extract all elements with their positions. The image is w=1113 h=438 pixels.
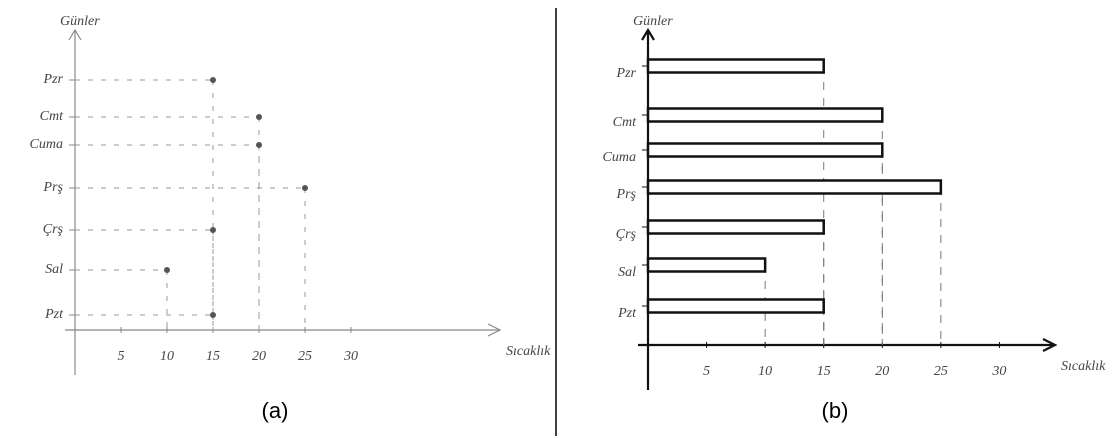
x-tick-label: 30 (991, 364, 1006, 379)
x-axis-title: Sıcaklık (1061, 359, 1106, 374)
figure: Günler Sıcaklık 5 10 15 20 25 30 Pzr Cmt Cuma Prş Çr… (0, 0, 1113, 438)
dot (256, 114, 262, 120)
page: {"chart_data": [ {"type": "dot", "captio… (0, 0, 1113, 438)
y-tick-label: Sal (618, 265, 636, 280)
caption: (b) (822, 398, 849, 423)
y-axis-title: Günler (633, 14, 673, 29)
y-axis-title: Günler (60, 14, 100, 29)
x-tick-label: 10 (160, 349, 174, 364)
y-tick-label: Cmt (40, 109, 64, 124)
x-tick-label: 20 (252, 349, 266, 364)
y-tick-label: Cuma (603, 150, 636, 165)
dot (210, 312, 216, 318)
x-tick-label: 15 (817, 364, 831, 379)
y-tick-label: Pzt (617, 306, 637, 321)
dot (302, 185, 308, 191)
x-tick-label: 20 (875, 364, 889, 379)
x-tick-label: 15 (206, 349, 220, 364)
y-tick-label: Sal (45, 262, 63, 277)
bar (648, 109, 882, 122)
y-tick-label: Cmt (613, 115, 637, 130)
bar (648, 60, 824, 73)
bar (648, 144, 882, 157)
bar (648, 221, 824, 234)
x-axis-title: Sıcaklık (506, 344, 551, 359)
dot (256, 142, 262, 148)
x-tick-label: 5 (118, 349, 125, 364)
x-tick-label: 30 (343, 349, 358, 364)
x-tick-label: 25 (934, 364, 948, 379)
caption: (a) (262, 398, 289, 423)
y-tick-label: Prş (43, 180, 64, 195)
y-tick-label: Çrş (616, 227, 637, 242)
y-tick-label: Prş (616, 187, 637, 202)
dot (210, 227, 216, 233)
y-tick-label: Cuma (30, 137, 63, 152)
bar (648, 300, 824, 313)
dot (210, 77, 216, 83)
y-tick-label: Çrş (43, 222, 64, 237)
y-tick-label: Pzr (43, 72, 64, 87)
y-tick-label: Pzt (44, 307, 64, 322)
bar (648, 259, 765, 272)
bar (648, 181, 941, 194)
y-tick-label: Pzr (616, 66, 637, 81)
x-tick-label: 5 (703, 364, 710, 379)
x-tick-label: 10 (758, 364, 772, 379)
x-tick-label: 25 (298, 349, 312, 364)
dot (164, 267, 170, 273)
